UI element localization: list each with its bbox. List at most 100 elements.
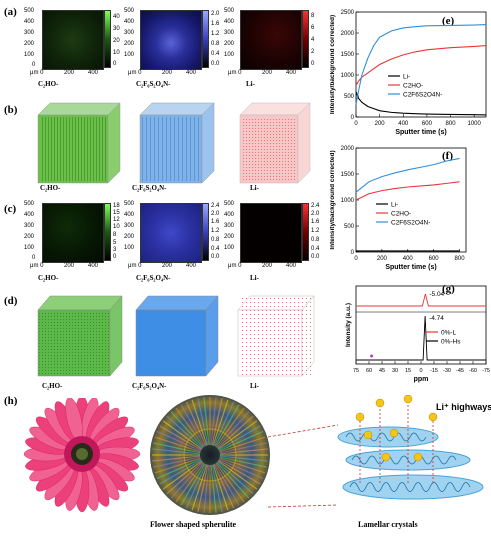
tick: 0: [113, 254, 117, 260]
x-tick-label: -60: [469, 368, 477, 374]
ray: [153, 442, 201, 454]
ray: [217, 461, 254, 495]
tick: 200: [24, 41, 35, 47]
caption-b-tfsi: C₂F₆S₂O₄N-: [132, 184, 167, 192]
x-axis-label: Sputter time (s): [395, 129, 446, 136]
tick: 0.0: [211, 61, 220, 67]
tick: 15: [113, 210, 120, 216]
ray: [217, 420, 258, 450]
x-tick-label: 0: [354, 256, 358, 262]
ray: [213, 463, 235, 509]
tick: 2.0: [211, 211, 220, 217]
chart-f: 0 200 400 600 800 0 500 1000 1500 2000 Sputter tim…: [330, 146, 467, 271]
tick: 0.4: [211, 51, 220, 57]
y-axis-label: Intensity (a.u.): [345, 303, 352, 347]
tick: 10: [113, 224, 120, 230]
tick: 500: [24, 8, 35, 14]
tick: 200: [124, 234, 135, 240]
caption-a-li: Li-: [246, 80, 255, 88]
tick: μm 0: [30, 70, 44, 76]
tick: 0.4: [311, 246, 320, 252]
x-tick-label: 400: [398, 121, 409, 127]
ray: [175, 407, 205, 448]
x-tick-label: 0: [354, 121, 358, 127]
ray: [214, 404, 240, 447]
series-line-0%-Hs: [356, 315, 486, 361]
tick: 300: [224, 223, 235, 229]
ray: [219, 448, 268, 455]
ray: [170, 411, 204, 448]
tick: 200: [64, 70, 75, 76]
legend-label: C2HO-: [403, 83, 423, 90]
tick: 6: [311, 25, 315, 31]
tick: 300: [124, 30, 135, 36]
panel-label-c: (c): [4, 203, 17, 215]
series-line-C2F6S2O4N-: [355, 157, 460, 193]
tick: 2.4: [311, 203, 320, 209]
tick: 0: [113, 61, 117, 67]
ray: [217, 415, 254, 449]
caption-lamellar: Lamellar crystals: [358, 520, 418, 529]
ray: [211, 464, 223, 512]
x-tick-label: 60: [366, 368, 372, 374]
caption-d-li: Li-: [250, 382, 259, 390]
x-tick-label: -45: [456, 368, 464, 374]
ray: [191, 464, 208, 511]
ray: [185, 463, 207, 509]
tick: 400: [186, 70, 197, 76]
x-tick-label: 45: [379, 368, 385, 374]
tick: 3: [113, 247, 117, 253]
ray: [203, 397, 210, 446]
tick: 100: [224, 245, 235, 251]
tick: 400: [24, 19, 35, 25]
ray: [213, 401, 235, 447]
ray: [166, 461, 203, 495]
plot-frame: [355, 285, 487, 365]
legend-label: C2F6S2O4N-: [391, 220, 430, 227]
tick: 400: [224, 212, 235, 218]
tick: 30: [113, 26, 120, 32]
cube-d-c2ho: [37, 295, 123, 377]
x-axis-label: ppm: [414, 376, 429, 383]
colorbar-a-1: [104, 10, 111, 68]
tick: 400: [186, 263, 197, 269]
plot-frame: [355, 147, 467, 253]
tick: 0.0: [311, 254, 320, 260]
ray: [180, 404, 206, 447]
legend-label: 0%-Hs: [441, 339, 461, 346]
ray: [218, 458, 264, 480]
ray: [216, 462, 250, 499]
ray: [210, 464, 217, 513]
ray: [152, 455, 201, 462]
legend-label: C2HO-: [391, 211, 411, 218]
ray: [211, 398, 223, 446]
tick: 100: [224, 52, 235, 58]
spherulite-rays: [152, 397, 268, 513]
cube-d-tfsi: [135, 295, 219, 377]
tick: 40: [113, 14, 120, 20]
y-tick-label: 2500: [341, 10, 355, 16]
tick: 1.2: [211, 228, 220, 234]
tick: 10: [113, 50, 120, 56]
caption-c-li: Li-: [250, 274, 259, 282]
chart-e: 0 200 400 600 800 1000 0 500 1000 1500 2000 2500 Spu…: [330, 10, 487, 136]
ray: [154, 457, 201, 474]
ray: [162, 420, 203, 450]
series-line-C2HO-: [355, 181, 460, 201]
tick: 200: [262, 263, 273, 269]
caption-d-tfsi: C₂F₆S₂O₄N-: [132, 382, 167, 390]
tick: 20: [113, 38, 120, 44]
tick: 100: [124, 52, 135, 58]
cube-b-li: [239, 102, 311, 184]
ray: [219, 456, 267, 468]
x-tick-label: 600: [429, 256, 440, 262]
ray: [175, 462, 205, 503]
series-line-Li-: [355, 91, 487, 116]
x-tick-label: 200: [375, 121, 386, 127]
tick: 400: [124, 19, 135, 25]
panel-d-cubes: [37, 295, 315, 377]
colorbar-c-3: [302, 203, 309, 261]
tick: 8: [311, 13, 315, 19]
series-line-0%-L: [356, 293, 486, 307]
tick: 200: [224, 234, 235, 240]
